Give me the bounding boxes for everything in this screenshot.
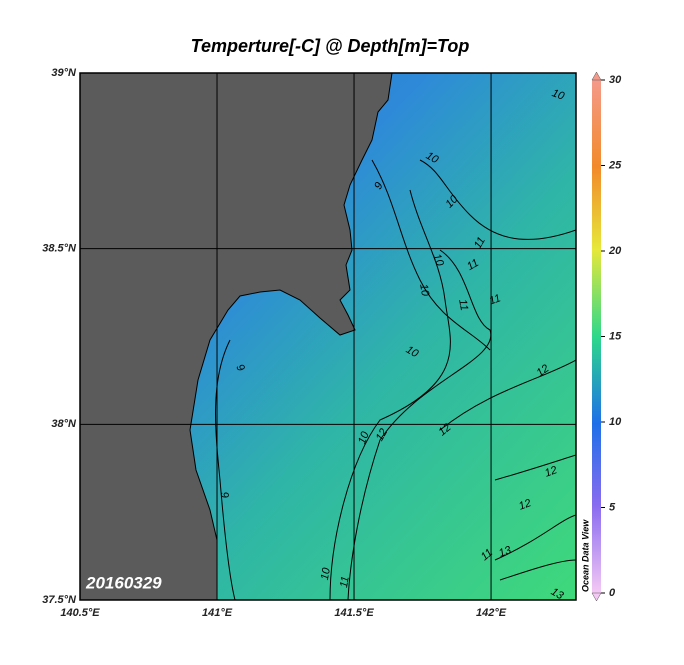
lat-tick-label: 39°N	[51, 67, 77, 79]
axes: 140.5°E 141°E 141.5°E 142°E 37.5°N 38°N 38.5°N…	[42, 67, 622, 619]
colorbar-tick-label: 20	[608, 245, 622, 257]
contour-label: 11	[472, 235, 488, 251]
lon-tick-label: 141°E	[202, 607, 233, 619]
contour-label: 11	[456, 298, 470, 311]
lon-tick-label: 141.5°E	[334, 607, 374, 619]
contour-label: 10	[319, 566, 333, 581]
contour-label: 10	[430, 252, 446, 268]
contour-label: 10	[356, 429, 372, 445]
lon-tick-label: 140.5°E	[60, 607, 100, 619]
map-frame	[79, 72, 577, 601]
contour-label: 11	[338, 575, 352, 588]
colorbar-tick-label: 5	[609, 501, 616, 513]
colorbar-tick-label: 15	[609, 330, 622, 342]
lat-tick-label: 38.5°N	[42, 243, 77, 255]
contour-label: 12	[517, 497, 533, 512]
contour-label: 13	[497, 544, 513, 560]
land	[80, 73, 393, 600]
contour-label: 12	[543, 464, 559, 479]
watermark: Ocean Data View	[580, 519, 590, 592]
contour-label: 9	[233, 362, 246, 373]
colorbar-tick-label: 25	[608, 159, 622, 171]
colorbar-tick-label: 30	[609, 74, 622, 86]
contours	[215, 159, 576, 600]
contour-label: 13	[549, 586, 566, 603]
title: Temperture[-C] @ Depth[m]=Top	[191, 36, 470, 56]
contour-label: 9	[218, 491, 231, 499]
colorbar-tick-label: 0	[609, 587, 616, 599]
contour-label: 12	[534, 362, 551, 379]
graticule	[80, 73, 576, 600]
colorbar-top-arrow	[591, 71, 602, 81]
lon-tick-label: 142°E	[476, 607, 507, 619]
contour-label: 10	[550, 87, 566, 103]
contour-label: 10	[417, 283, 431, 298]
colorbar-tick-label: 10	[609, 416, 622, 428]
contour-label: 9	[372, 180, 385, 191]
contour-label: 12	[374, 427, 391, 444]
contour-label: 11	[465, 257, 481, 273]
lat-tick-label: 38°N	[51, 418, 77, 430]
date-label: 20160329	[85, 573, 162, 592]
lat-tick-label: 37.5°N	[42, 594, 77, 606]
colorbar-bottom-arrow	[591, 592, 602, 602]
colorbar	[592, 80, 601, 593]
